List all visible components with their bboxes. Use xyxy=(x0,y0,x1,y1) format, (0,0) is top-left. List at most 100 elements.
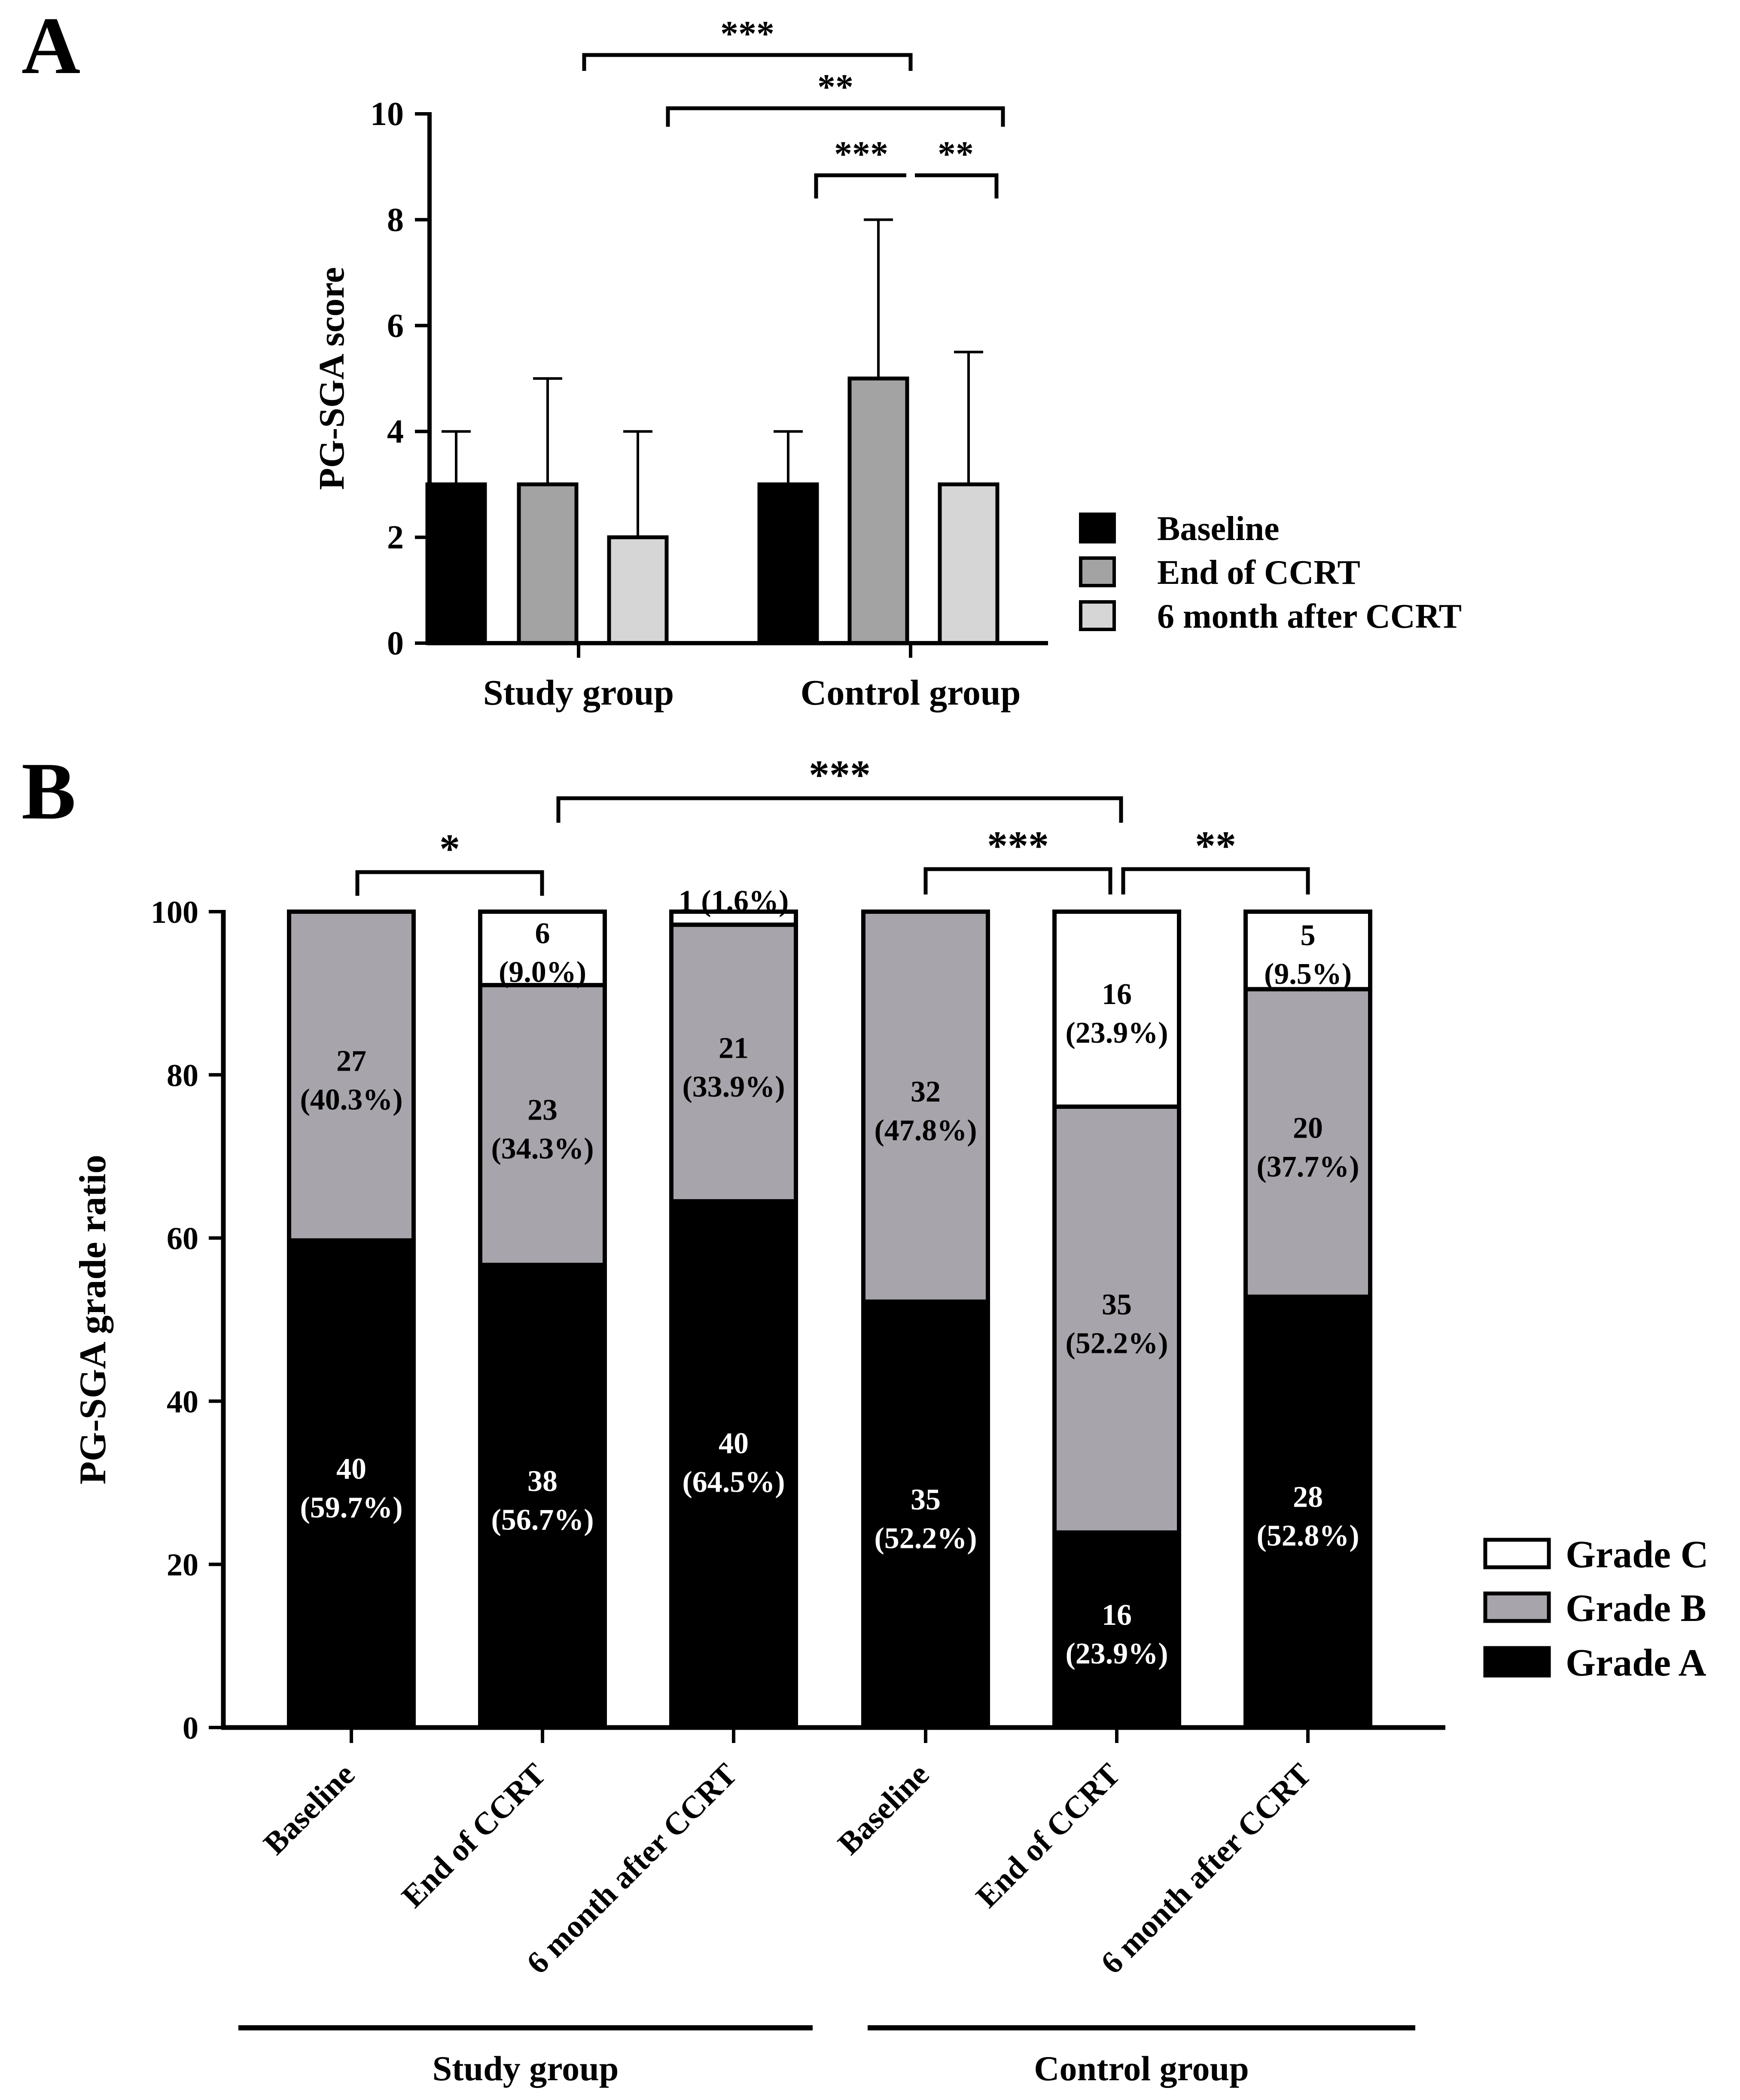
legend-swatch-6-month-after-ccrt xyxy=(1079,600,1116,631)
x-tick-label-6-month-after-ccrt: 6 month after CCRT xyxy=(1094,1757,1318,1981)
y-tick-label: 8 xyxy=(387,201,404,238)
x-tick-label-end-of-ccrt: End of CCRT xyxy=(969,1757,1127,1914)
sig-bracket-1-label: *** xyxy=(720,14,774,54)
data-label-grade-b-count: 23 xyxy=(527,1094,558,1127)
x-tick-label-6-month-after-ccrt: 6 month after CCRT xyxy=(520,1757,744,1981)
sig-bracket-2-label: ** xyxy=(817,67,853,107)
sig-bracket-3-label: *** xyxy=(987,823,1049,869)
data-label-grade-a-pct: (52.2%) xyxy=(874,1522,977,1555)
bar-control-group-baseline xyxy=(757,482,819,645)
sig-bracket-1-line xyxy=(582,53,913,71)
y-tick-label: 6 xyxy=(387,307,404,344)
sig-bracket-3-line xyxy=(923,867,1112,894)
sig-bracket-1-label: * xyxy=(439,826,460,872)
data-label-grade-a-pct: (56.7%) xyxy=(491,1504,594,1537)
legend-swatch-grade-c xyxy=(1483,1538,1551,1569)
bar-segment-end-of-ccrt-grade-b xyxy=(1052,1104,1181,1535)
bar-control-group-end-of-ccrt xyxy=(847,376,909,645)
data-label-grade-c-count: 6 xyxy=(535,917,550,950)
data-label-grade-a-pct: (64.5%) xyxy=(682,1465,785,1499)
data-label-grade-c-count: 5 xyxy=(1301,919,1316,952)
legend-label-grade-a: Grade A xyxy=(1566,1642,1706,1684)
sig-bracket-1-line xyxy=(355,870,544,896)
data-label-grade-c-count: 16 xyxy=(1102,978,1132,1011)
data-label-grade-b-pct: (40.3%) xyxy=(300,1084,402,1117)
data-label-grade-b-count: 27 xyxy=(336,1045,366,1078)
group-label-study-group: Study group xyxy=(433,2049,619,2088)
bar-segment-6-month-after-ccrt-grade-a xyxy=(669,1199,798,1730)
data-label-grade-b-count: 32 xyxy=(911,1075,941,1108)
data-label-grade-a-pct: (23.9%) xyxy=(1065,1637,1168,1670)
data-label-grade-b-pct: (33.9%) xyxy=(682,1070,785,1103)
x-tick-label-end-of-ccrt: End of CCRT xyxy=(395,1757,553,1914)
panel-a-letter: A xyxy=(21,1,80,91)
data-label-grade-b-pct: (37.7%) xyxy=(1256,1150,1359,1183)
data-label-grade-b-pct: (34.3%) xyxy=(491,1132,594,1166)
sig-bracket-2-line xyxy=(556,796,1123,823)
data-label-grade-a-count: 28 xyxy=(1293,1481,1323,1514)
legend-swatch-grade-b xyxy=(1483,1591,1551,1623)
legend-label-grade-b: Grade B xyxy=(1566,1587,1706,1630)
y-tick-label: 40 xyxy=(167,1384,198,1419)
y-tick-label: 2 xyxy=(387,519,404,556)
group-label-control-group: Control group xyxy=(1034,2049,1249,2088)
sig-bracket-3-line xyxy=(814,173,906,198)
bar-segment-baseline-grade-b xyxy=(287,910,416,1243)
data-label-grade-b-count: 20 xyxy=(1293,1111,1323,1145)
data-label-grade-c-pct: (9.0%) xyxy=(499,955,586,989)
x-tick-label-control-group: Control group xyxy=(801,673,1021,713)
bar-segment-baseline-grade-a xyxy=(861,1299,990,1730)
y-axis-title: PG-SGA grade ratio xyxy=(72,1155,114,1484)
data-label-grade-a-pct: (59.7%) xyxy=(300,1491,402,1524)
panel-b-letter: B xyxy=(21,746,76,836)
data-label-grade-b-count: 35 xyxy=(1102,1288,1132,1322)
data-label-grade-c-pct: (9.5%) xyxy=(1264,958,1352,991)
legend-label-end-of-ccrt: End of CCRT xyxy=(1157,554,1360,592)
panel-b-chart: 0 20 40 60 80 100 PG-SGA grade ratio 40 (59.7%) 2… xyxy=(72,752,1708,2088)
sig-bracket-3-label: *** xyxy=(834,134,888,174)
data-label-grade-a-pct: (52.8%) xyxy=(1256,1520,1359,1553)
data-label-grade-b-count: 21 xyxy=(719,1032,749,1065)
bar-control-group-6-month-after-ccrt xyxy=(938,482,1000,645)
sig-bracket-4-label: ** xyxy=(1195,823,1236,869)
bar-segment-end-of-ccrt-grade-a xyxy=(1052,1530,1181,1730)
y-tick-label: 20 xyxy=(167,1548,198,1583)
sig-bracket-4-line xyxy=(1121,867,1310,894)
legend-label-6-month-after-ccrt: 6 month after CCRT xyxy=(1157,598,1462,635)
data-label-grade-c-pct: (23.9%) xyxy=(1065,1016,1168,1050)
data-label-grade-a-count: 38 xyxy=(527,1465,558,1498)
sig-bracket-2-label: *** xyxy=(809,752,871,798)
x-tick-label-study-group: Study group xyxy=(483,673,674,713)
bar-segment-6-month-after-ccrt-grade-a xyxy=(1243,1294,1372,1730)
y-tick-label: 0 xyxy=(387,624,404,662)
data-label-grade-a-count: 16 xyxy=(1102,1599,1132,1632)
y-tick-label: 4 xyxy=(387,412,404,450)
legend-swatch-end-of-ccrt xyxy=(1079,556,1116,587)
y-tick-label: 10 xyxy=(370,95,404,132)
data-label-grade-a-count: 40 xyxy=(719,1427,749,1460)
y-tick-label: 60 xyxy=(167,1221,198,1257)
data-label-grade-a-count: 35 xyxy=(911,1483,941,1516)
data-label-grade-c: 1 (1.6%) xyxy=(679,885,789,918)
bar-study-group-baseline xyxy=(425,482,487,645)
legend-label-baseline: Baseline xyxy=(1157,510,1279,548)
x-tick-label-baseline: Baseline xyxy=(257,1757,362,1862)
x-tick-label-baseline: Baseline xyxy=(831,1757,936,1862)
legend-swatch-baseline xyxy=(1079,513,1116,543)
data-label-grade-b-pct: (52.2%) xyxy=(1065,1327,1168,1360)
y-tick-label: 0 xyxy=(183,1711,198,1746)
data-label-grade-b-pct: (47.8%) xyxy=(874,1114,977,1147)
bar-segment-baseline-grade-a xyxy=(287,1238,416,1730)
sig-bracket-4-label: ** xyxy=(938,134,974,174)
data-label-grade-a-count: 40 xyxy=(336,1453,366,1486)
legend-swatch-grade-a xyxy=(1483,1646,1551,1678)
sig-bracket-4-line xyxy=(915,173,999,198)
y-tick-label: 80 xyxy=(167,1058,198,1093)
panel-a-chart: 0 2 4 6 8 10 PG-SGA score Study group Control gr… xyxy=(312,14,1462,713)
bar-study-group-end-of-ccrt xyxy=(517,482,579,645)
y-axis-title: PG-SGA score xyxy=(312,267,352,490)
legend-label-grade-c: Grade C xyxy=(1566,1533,1708,1576)
y-tick-label: 100 xyxy=(151,895,198,930)
bar-study-group-6-month-after-ccrt xyxy=(607,535,669,645)
